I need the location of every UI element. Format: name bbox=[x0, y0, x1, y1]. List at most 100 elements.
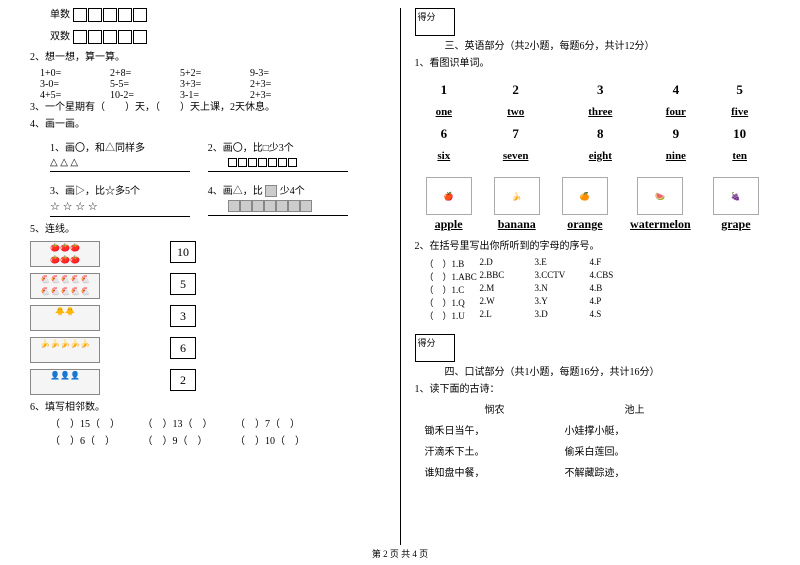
neighbor: （ ）6（ ） bbox=[50, 435, 140, 449]
fruit-item: 🍊 orange bbox=[562, 177, 608, 232]
opt: （ ）1.B bbox=[425, 257, 480, 270]
math-cell: 3-1= bbox=[180, 90, 250, 101]
neighbor: （ ）9（ ） bbox=[143, 435, 233, 449]
word: six bbox=[417, 147, 472, 165]
page-footer: 第 2 页 共 4 页 bbox=[0, 545, 800, 560]
opt: 3.E bbox=[535, 257, 590, 270]
grey-icon bbox=[265, 185, 277, 197]
math-cell: 2+3= bbox=[250, 90, 320, 101]
grape-icon: 🍇 bbox=[713, 177, 759, 215]
math-cell: 2+8= bbox=[110, 68, 180, 79]
math-cell: 5+2= bbox=[180, 68, 250, 79]
page-container: 单数 双数 2、想一想，算一算。 1+0= 2+8= 5+2= 9-3= 3-0… bbox=[0, 0, 800, 545]
word-table: 1 2 3 4 5 one two three four five 6 7 8 … bbox=[415, 77, 771, 167]
double-label: 双数 bbox=[50, 32, 70, 43]
poem-line: 谁知盘中餐， bbox=[425, 464, 565, 479]
q5: 5、连线。 bbox=[30, 223, 386, 237]
q4-3: 3、画▷，比☆多5个 bbox=[30, 182, 208, 197]
match-area: 🍅🍅🍅🍅🍅🍅 🐔🐔🐔🐔🐔🐔🐔🐔🐔🐔 🐥🐥 🍌🍌🍌🍌🍌 👤👤👤 10 5 3 6 … bbox=[30, 241, 386, 401]
box bbox=[118, 30, 132, 44]
opt: 3.D bbox=[535, 309, 590, 322]
opt: 3.CCTV bbox=[535, 270, 590, 283]
answer-line bbox=[208, 171, 348, 172]
match-num: 10 bbox=[170, 241, 196, 263]
triangles: △ △ △ bbox=[30, 157, 208, 168]
neighbor: （ ）7（ ） bbox=[235, 418, 325, 432]
opt: 4.S bbox=[590, 309, 645, 322]
poem2-title: 池上 bbox=[565, 401, 705, 416]
poem-line: 小娃撑小艇， bbox=[565, 422, 705, 437]
box bbox=[73, 30, 87, 44]
opt: 4.CBS bbox=[590, 270, 645, 283]
word: five bbox=[711, 103, 768, 121]
q3: 3、一个星期有（ ）天，（ ）天上课，2天休息。 bbox=[30, 101, 386, 115]
q6-r2: （ ）6（ ） （ ）9（ ） （ ）10（ ） bbox=[30, 435, 386, 449]
math-cell: 9-3= bbox=[250, 68, 320, 79]
stars: ☆ ☆ ☆ ☆ bbox=[30, 200, 208, 213]
match-right: 10 5 3 6 2 bbox=[130, 241, 196, 401]
r-q2: 2、在括号里写出你所听到的字母的序号。 bbox=[415, 240, 771, 254]
match-num: 6 bbox=[170, 337, 196, 359]
math-cell: 2+3= bbox=[250, 79, 320, 90]
word-row: six seven eight nine ten bbox=[417, 147, 769, 165]
fruit-item: 🍎 apple bbox=[426, 177, 472, 232]
box bbox=[103, 8, 117, 22]
opt: 3.Y bbox=[535, 296, 590, 309]
box bbox=[118, 8, 132, 22]
opt: （ ）1.C bbox=[425, 283, 480, 296]
opt: 2.L bbox=[480, 309, 535, 322]
banana-icon: 🍌 bbox=[494, 177, 540, 215]
box bbox=[133, 30, 147, 44]
math-grid: 1+0= 2+8= 5+2= 9-3= 3-0= 5-5= 3+3= 2+3= … bbox=[30, 68, 386, 101]
word: two bbox=[473, 103, 558, 121]
answer-line bbox=[50, 216, 190, 217]
opt: 4.P bbox=[590, 296, 645, 309]
opt: 2.BBC bbox=[480, 270, 535, 283]
orange-icon: 🍊 bbox=[562, 177, 608, 215]
q4-4: 4、画△，比 少4个 bbox=[208, 182, 386, 198]
num: 10 bbox=[711, 123, 768, 145]
word-row: one two three four five bbox=[417, 103, 769, 121]
draw-row-2: 3、画▷，比☆多5个 ☆ ☆ ☆ ☆ 4、画△，比 少4个 bbox=[30, 178, 386, 223]
opt: 2.M bbox=[480, 283, 535, 296]
single-label: 单数 bbox=[50, 9, 70, 20]
small-squares bbox=[208, 157, 386, 168]
opt: （ ）1.U bbox=[425, 309, 480, 322]
grey-shapes bbox=[208, 200, 386, 212]
math-cell: 1+0= bbox=[40, 68, 110, 79]
fruit-label: watermelon bbox=[630, 217, 691, 232]
fruit-label: orange bbox=[562, 217, 608, 232]
column-divider bbox=[400, 8, 401, 545]
box bbox=[133, 8, 147, 22]
box bbox=[88, 30, 102, 44]
single-row: 单数 bbox=[30, 8, 386, 22]
opt: （ ）1.ABC bbox=[425, 270, 480, 283]
word: four bbox=[642, 103, 709, 121]
word: eight bbox=[560, 147, 640, 165]
word: seven bbox=[473, 147, 558, 165]
poem1-title: 悯农 bbox=[425, 401, 565, 416]
math-cell: 4+5= bbox=[40, 90, 110, 101]
fruit-item: 🍇grape bbox=[713, 177, 759, 232]
num-row: 1 2 3 4 5 bbox=[417, 79, 769, 101]
q2-title: 2、想一想，算一算。 bbox=[30, 51, 386, 65]
r-q4-1: 1、读下面的古诗： bbox=[415, 383, 771, 397]
num-row: 6 7 8 9 10 bbox=[417, 123, 769, 145]
apple-icon: 🍎 bbox=[426, 177, 472, 215]
math-cell: 3+3= bbox=[180, 79, 250, 90]
math-cell: 3-0= bbox=[40, 79, 110, 90]
left-column: 单数 双数 2、想一想，算一算。 1+0= 2+8= 5+2= 9-3= 3-0… bbox=[20, 8, 396, 545]
poem-line: 锄禾日当午， bbox=[425, 422, 565, 437]
match-img: 🐥🐥 bbox=[30, 305, 100, 331]
num: 7 bbox=[473, 123, 558, 145]
word: three bbox=[560, 103, 640, 121]
word: ten bbox=[711, 147, 768, 165]
neighbor: （ ）13（ ） bbox=[143, 418, 233, 432]
letter-grid: （ ）1.B2.D3.E4.F （ ）1.ABC2.BBC3.CCTV4.CBS… bbox=[415, 257, 771, 322]
score-box-2: 得分 bbox=[415, 334, 455, 362]
match-num: 2 bbox=[170, 369, 196, 391]
match-img: 👤👤👤 bbox=[30, 369, 100, 395]
fruit-item: 🍌banana bbox=[494, 177, 540, 232]
fruit-label: apple bbox=[426, 217, 472, 232]
num: 6 bbox=[417, 123, 472, 145]
